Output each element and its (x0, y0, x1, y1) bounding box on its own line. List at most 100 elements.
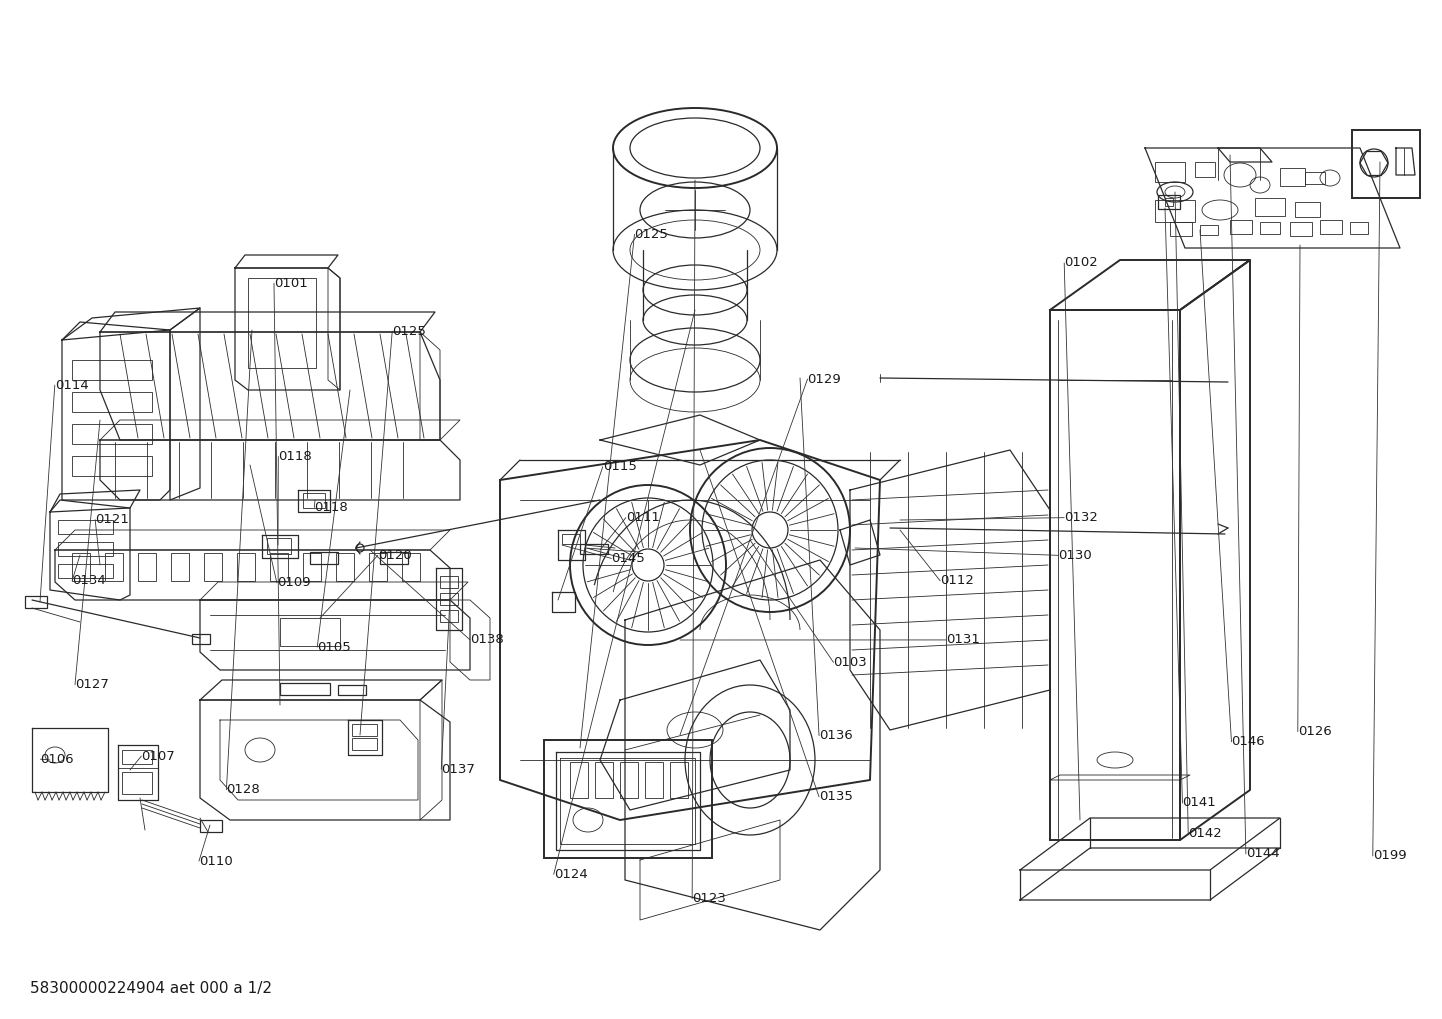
Text: 0126: 0126 (1298, 726, 1331, 738)
Bar (72, 455, 151, 476)
Bar (25, 596, 48, 608)
Bar (671, 762, 688, 798)
Bar (138, 553, 156, 581)
Text: 0107: 0107 (141, 750, 174, 762)
Bar (58, 564, 112, 578)
Text: 0118: 0118 (314, 501, 348, 514)
Text: 0146: 0146 (1231, 736, 1265, 748)
Text: 0145: 0145 (611, 552, 645, 565)
Bar (352, 738, 376, 750)
Bar (440, 610, 459, 622)
Text: 58300000224904 aet 000 a 1/2: 58300000224904 aet 000 a 1/2 (30, 980, 273, 996)
Text: 0131: 0131 (946, 634, 979, 646)
Bar (562, 534, 580, 544)
Bar (1155, 162, 1185, 182)
Bar (123, 772, 151, 794)
Bar (200, 820, 222, 832)
Bar (352, 725, 376, 736)
Bar (123, 750, 151, 764)
Text: 0102: 0102 (1064, 257, 1097, 269)
Bar (172, 553, 189, 581)
Text: 0130: 0130 (1058, 549, 1092, 561)
Bar (1260, 222, 1280, 234)
Bar (1305, 172, 1325, 184)
Bar (1165, 198, 1172, 206)
Bar (369, 553, 386, 581)
Text: 0118: 0118 (278, 450, 311, 463)
Text: 0109: 0109 (277, 577, 310, 589)
Bar (267, 538, 291, 554)
Bar (58, 542, 112, 556)
Bar (1350, 222, 1368, 234)
Bar (72, 360, 151, 380)
Text: 0128: 0128 (226, 784, 260, 796)
Bar (570, 762, 588, 798)
Bar (440, 593, 459, 605)
Text: 0124: 0124 (554, 868, 587, 880)
Bar (72, 424, 151, 444)
Bar (1255, 198, 1285, 216)
Bar (270, 553, 288, 581)
Bar (620, 762, 637, 798)
Bar (58, 520, 112, 534)
Text: 0106: 0106 (40, 753, 74, 765)
Text: 0136: 0136 (819, 730, 852, 742)
Bar (1230, 220, 1252, 234)
Bar (310, 552, 337, 564)
Bar (1295, 202, 1319, 217)
Text: 0125: 0125 (634, 228, 668, 240)
Bar (1155, 200, 1195, 222)
Bar (645, 762, 663, 798)
Bar (303, 553, 322, 581)
Text: 0111: 0111 (626, 512, 659, 524)
Text: 0141: 0141 (1182, 797, 1216, 809)
Bar (105, 553, 123, 581)
Bar (236, 553, 255, 581)
Bar (1319, 220, 1343, 234)
Text: 0103: 0103 (833, 656, 867, 668)
Text: 0110: 0110 (199, 855, 232, 867)
Bar (440, 576, 459, 588)
Bar (280, 618, 340, 646)
Text: 0127: 0127 (75, 679, 108, 691)
Text: 0137: 0137 (441, 763, 474, 775)
Text: 0134: 0134 (72, 575, 105, 587)
Bar (1169, 222, 1193, 236)
Bar (248, 278, 316, 368)
Bar (337, 685, 366, 695)
Bar (336, 553, 353, 581)
Text: 0138: 0138 (470, 634, 503, 646)
Bar (72, 392, 151, 412)
Bar (381, 552, 408, 564)
Bar (280, 683, 330, 695)
Bar (303, 493, 324, 508)
Text: 0144: 0144 (1246, 848, 1279, 860)
Bar (1280, 168, 1305, 186)
Bar (580, 544, 609, 554)
Bar (1200, 225, 1218, 235)
Bar (1195, 162, 1216, 177)
Bar (544, 740, 712, 858)
Text: 0121: 0121 (95, 514, 128, 526)
Text: 0129: 0129 (808, 373, 841, 385)
Bar (1291, 222, 1312, 236)
Text: 0135: 0135 (819, 791, 852, 803)
Bar (203, 553, 222, 581)
Bar (1353, 130, 1420, 198)
Text: 0125: 0125 (392, 325, 425, 337)
Text: 0115: 0115 (603, 461, 636, 473)
Text: 0123: 0123 (692, 893, 725, 905)
Bar (1158, 195, 1180, 209)
Text: 0132: 0132 (1064, 512, 1097, 524)
Text: 0199: 0199 (1373, 850, 1406, 862)
Bar (402, 553, 420, 581)
Text: 0114: 0114 (55, 379, 88, 391)
Text: 0101: 0101 (274, 277, 307, 289)
Text: 0142: 0142 (1188, 827, 1221, 840)
Text: 0112: 0112 (940, 575, 973, 587)
Bar (72, 553, 89, 581)
Bar (192, 634, 211, 644)
Text: 0120: 0120 (378, 549, 411, 561)
Text: 0105: 0105 (317, 641, 350, 653)
Bar (596, 762, 613, 798)
